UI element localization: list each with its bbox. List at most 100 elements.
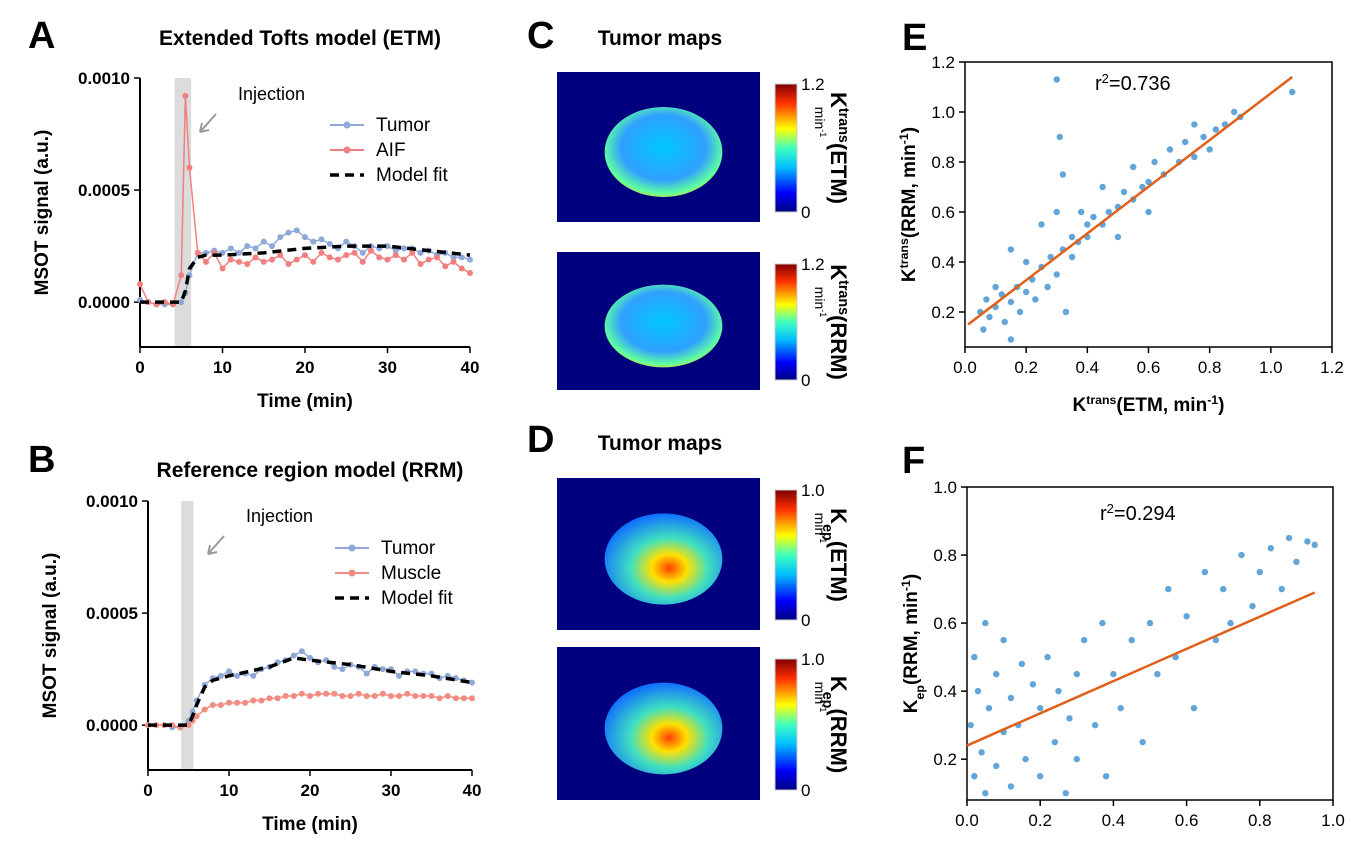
y-tick-label: 0.0010 (78, 69, 130, 88)
data-point (360, 250, 366, 256)
data-point (434, 254, 440, 260)
data-point (364, 671, 370, 677)
legend-label: AIF (376, 140, 406, 161)
label-part: ep (913, 685, 927, 700)
data-point (253, 245, 259, 251)
data-point (396, 693, 402, 699)
data-point (1060, 171, 1066, 177)
data-point (393, 252, 399, 258)
label-part: 2 (1102, 71, 1109, 86)
legend-label: Model fit (376, 165, 449, 186)
data-point (1183, 613, 1189, 619)
data-point (286, 230, 292, 236)
data-point (1257, 569, 1263, 575)
annotation: Injection (238, 84, 305, 104)
legend-marker (349, 545, 356, 552)
data-point (250, 698, 256, 704)
legend-marker (344, 147, 351, 154)
x-tick-label: 30 (378, 358, 397, 377)
data-point (1227, 620, 1233, 626)
tumor-region (605, 107, 723, 197)
data-point (339, 693, 345, 699)
data-point (1057, 134, 1063, 140)
x-tick-label: 1.0 (1321, 811, 1345, 830)
x-tick-label: 20 (301, 781, 320, 800)
data-point (1008, 695, 1014, 701)
data-point (1066, 715, 1072, 721)
data-point (1129, 637, 1135, 643)
data-point (275, 695, 281, 701)
data-point (993, 671, 999, 677)
x-axis-label: Time (min) (257, 391, 353, 412)
x-tick-label: 1.0 (1259, 358, 1283, 377)
data-point (218, 702, 224, 708)
data-point (226, 700, 232, 706)
data-point (1279, 586, 1285, 592)
y-tick-label: 1.2 (931, 53, 955, 72)
colorbar-tick-label: 0 (801, 371, 810, 390)
fit-line (967, 592, 1315, 745)
label-part: K (826, 508, 851, 524)
data-point (1289, 89, 1295, 95)
data-point (1151, 159, 1157, 165)
data-point (459, 266, 465, 272)
data-point (368, 248, 374, 254)
label-part: (ETM, min (1116, 395, 1207, 416)
data-point (982, 790, 988, 796)
x-tick-label: 10 (220, 781, 239, 800)
y-tick-label: 0.8 (933, 546, 957, 565)
data-point (269, 257, 275, 263)
label-part: (ETM) (826, 541, 851, 602)
label-part: ep (819, 692, 835, 709)
data-point (986, 314, 992, 320)
data-point (319, 236, 325, 242)
data-point (1110, 671, 1116, 677)
data-point (242, 700, 248, 706)
colorbar-tick-label: 1.2 (801, 75, 825, 94)
data-point (1130, 164, 1136, 170)
label-part: K (826, 264, 851, 280)
data-point (1078, 209, 1084, 215)
data-point (228, 245, 234, 251)
data-point (1249, 603, 1255, 609)
data-point (343, 239, 349, 245)
data-point (1293, 559, 1299, 565)
data-point (1019, 661, 1025, 667)
data-point (1139, 739, 1145, 745)
y-tick-label: 0.0000 (86, 716, 138, 735)
data-point (1008, 299, 1014, 305)
data-point (286, 261, 292, 267)
data-point (331, 691, 337, 697)
data-point (983, 296, 989, 302)
data-point (315, 691, 321, 697)
colorbar-unit: min-1 (812, 107, 828, 138)
data-point (1092, 722, 1098, 728)
colorbar (775, 659, 797, 790)
data-point (319, 250, 325, 256)
label-part: ) (1218, 395, 1224, 416)
data-point (1286, 535, 1292, 541)
x-tick-label: 20 (296, 358, 315, 377)
data-point (1008, 246, 1014, 252)
injection-band (181, 501, 193, 770)
data-point (364, 693, 370, 699)
label-part: K (826, 92, 851, 108)
data-point (975, 688, 981, 694)
data-point (993, 763, 999, 769)
data-point (1023, 259, 1029, 265)
y-axis-label: MSOT signal (a.u.) (40, 553, 61, 719)
data-point (291, 693, 297, 699)
colorbar-tick-label: 1.0 (801, 481, 825, 500)
data-point (1103, 773, 1109, 779)
data-point (203, 259, 209, 265)
data-point (1030, 681, 1036, 687)
x-axis-label: Ktrans(ETM, min-1) (1072, 393, 1224, 416)
data-point (1238, 552, 1244, 558)
x-tick-label: 0.8 (1198, 358, 1222, 377)
x-tick-label: 0.6 (1137, 358, 1161, 377)
panel-letter: B (28, 439, 55, 481)
data-point (250, 673, 256, 679)
data-point (339, 666, 345, 672)
data-point (980, 326, 986, 332)
colorbar-label: Ktrans(ETM) (826, 92, 851, 204)
